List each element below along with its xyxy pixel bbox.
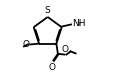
Text: NH: NH bbox=[72, 19, 85, 28]
Text: S: S bbox=[44, 6, 50, 15]
Text: O: O bbox=[22, 40, 29, 49]
Text: O: O bbox=[61, 45, 68, 54]
Text: O: O bbox=[49, 62, 55, 71]
Text: 2: 2 bbox=[76, 22, 80, 27]
